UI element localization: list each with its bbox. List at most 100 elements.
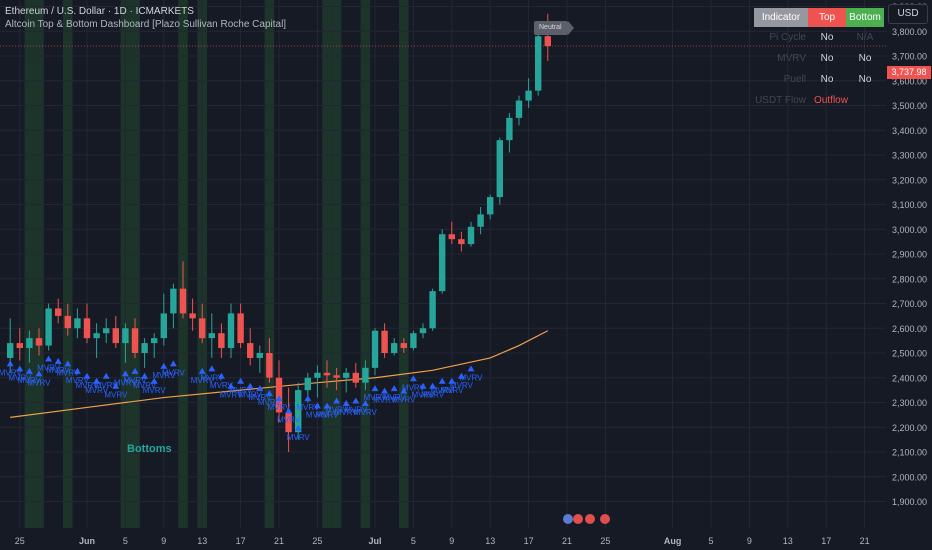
dashboard-row: USDT Flow Outflow — [754, 90, 884, 111]
mvrv-marker: MVRV — [354, 400, 378, 417]
mvrv-marker: MVRV — [133, 372, 157, 390]
candle — [362, 360, 369, 391]
mvrv-label: MVRV — [354, 408, 378, 417]
mvrv-marker: MVRV — [76, 372, 99, 390]
mvrv-label: MVRV — [277, 415, 301, 424]
y-tick-label: 2,100.00 — [892, 448, 927, 458]
bottoms-label: Bottoms — [127, 443, 172, 455]
candle — [160, 293, 167, 346]
dashboard-row: Puell No No — [754, 69, 884, 90]
dashboard-row: Pi Cycle No N/A — [754, 27, 884, 48]
candle — [256, 345, 263, 373]
neutral-tag: Neutral — [534, 21, 574, 35]
y-tick-label: 3,000.00 — [892, 225, 927, 235]
mvrv-label: MVRV — [162, 368, 186, 377]
highlight-zone — [399, 0, 409, 528]
candle — [74, 308, 81, 339]
mvrv-label: MVRV — [258, 398, 282, 407]
mvrv-marker: MVRV — [421, 382, 445, 400]
candle — [410, 330, 417, 351]
mvrv-marker: MVRV — [0, 360, 22, 377]
mvrv-marker: MVRV — [28, 370, 51, 387]
mvrv-label: MVRV — [152, 371, 176, 380]
mvrv-marker: MVRV — [335, 400, 359, 417]
mvrv-label: MVRV — [0, 368, 22, 377]
mvrv-label: MVRV — [440, 386, 464, 395]
mvrv-marker: MVRV — [229, 377, 253, 395]
row-indicator: Puell — [783, 74, 806, 85]
mvrv-label: MVRV — [460, 373, 484, 382]
mvrv-marker: MVRV — [8, 365, 32, 382]
mvrv-label: MVRV — [191, 376, 215, 385]
candle — [64, 303, 71, 336]
mvrv-marker: MVRV — [239, 382, 262, 400]
candle — [45, 303, 52, 351]
event-icon — [563, 514, 573, 524]
candle — [93, 323, 100, 358]
y-tick-label: 2,500.00 — [892, 349, 927, 359]
x-tick-label: 5 — [123, 536, 128, 546]
x-tick-label: 17 — [821, 536, 831, 546]
candle — [247, 328, 254, 366]
y-tick-label: 2,600.00 — [892, 324, 927, 334]
mvrv-marker: MVRV — [460, 365, 484, 382]
highlight-zone — [63, 0, 73, 528]
event-icons[interactable] — [563, 514, 610, 524]
highlight-zone — [130, 0, 140, 528]
y-tick-label: 3,600.00 — [892, 76, 927, 86]
candle — [55, 298, 62, 324]
highlight-zone — [34, 0, 44, 528]
mvrv-label: MVRV — [56, 368, 80, 377]
y-tick-label: 3,300.00 — [892, 151, 927, 161]
x-tick-label: 21 — [274, 536, 284, 546]
mvrv-marker: MVRV — [431, 377, 455, 395]
candle — [83, 303, 91, 344]
currency-button[interactable]: USD — [888, 4, 928, 24]
x-tick-label: 13 — [485, 536, 495, 546]
row-indicator: MVRV — [777, 53, 806, 64]
mvrv-marker: MVRV — [37, 355, 61, 372]
candle — [323, 360, 331, 388]
y-tick-label: 2,800.00 — [892, 274, 927, 284]
candle — [487, 194, 494, 220]
x-tick-label: Jul — [368, 536, 381, 546]
last-price-label: 3,737.98 — [887, 66, 931, 79]
mvrv-label: MVRV — [114, 378, 138, 387]
mvrv-label: MVRV — [220, 391, 244, 400]
candle — [122, 323, 129, 363]
row-bottom: N/A — [856, 32, 874, 43]
header-top: Top — [808, 8, 846, 27]
dashboard-header-row: Indicator Top Bottom — [754, 8, 884, 27]
x-tick-label: 13 — [783, 536, 793, 546]
highlight-zone — [360, 0, 371, 528]
mvrv-label: MVRV — [344, 406, 368, 415]
highlight-zone — [264, 0, 275, 528]
mvrv-label: MVRV — [287, 433, 311, 442]
mvrv-label: MVRV — [392, 396, 416, 405]
mvrv-marker: MVRV — [306, 402, 330, 420]
mvrv-marker: MVRV — [248, 385, 272, 402]
mvrv-label: MVRV — [66, 376, 90, 385]
mvrv-marker: MVRV — [402, 375, 426, 392]
highlight-zone — [322, 0, 332, 528]
mvrv-label: MVRV — [325, 406, 349, 415]
mvrv-label: MVRV — [248, 393, 272, 402]
x-tick-label: 5 — [708, 536, 713, 546]
mvrv-marker: MVRV — [450, 372, 474, 390]
mvrv-label: MVRV — [143, 386, 167, 395]
indicator-name[interactable]: Altcoin Top & Bottom Dashboard [Plazo Su… — [5, 19, 287, 30]
mvrv-marker: MVRV — [364, 385, 387, 402]
mvrv-label: MVRV — [335, 408, 359, 417]
x-tick-label: 9 — [747, 536, 752, 546]
mvrv-marker: MVRV — [316, 402, 339, 420]
mvrv-marker: MVRV — [392, 387, 416, 405]
x-tick-label: Aug — [664, 536, 682, 546]
mvrv-marker: MVRV — [162, 360, 186, 377]
row-top: Outflow — [814, 95, 848, 106]
candle — [419, 323, 427, 339]
mvrv-label: MVRV — [18, 376, 42, 385]
mvrv-label: MVRV — [431, 386, 455, 395]
candle-series — [7, 13, 551, 452]
mvrv-marker: MVRV — [66, 367, 90, 385]
